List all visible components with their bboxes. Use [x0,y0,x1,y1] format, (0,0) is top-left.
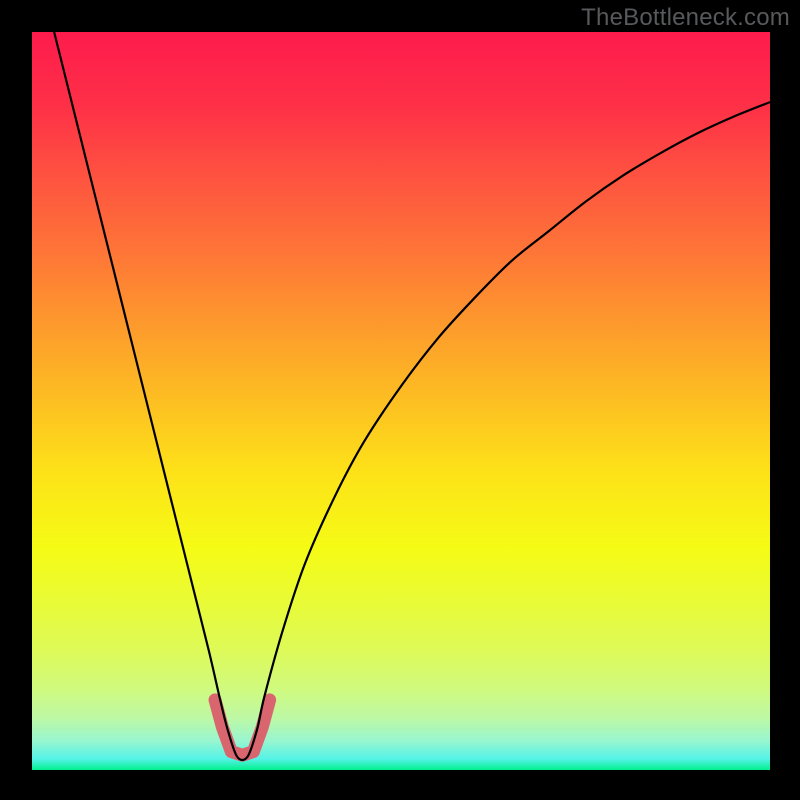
curve-layer [32,32,770,770]
gradient-background [32,32,770,770]
plot-area [32,32,770,770]
watermark-label: TheBottleneck.com [581,4,790,32]
chart-frame: TheBottleneck.com [0,0,800,800]
